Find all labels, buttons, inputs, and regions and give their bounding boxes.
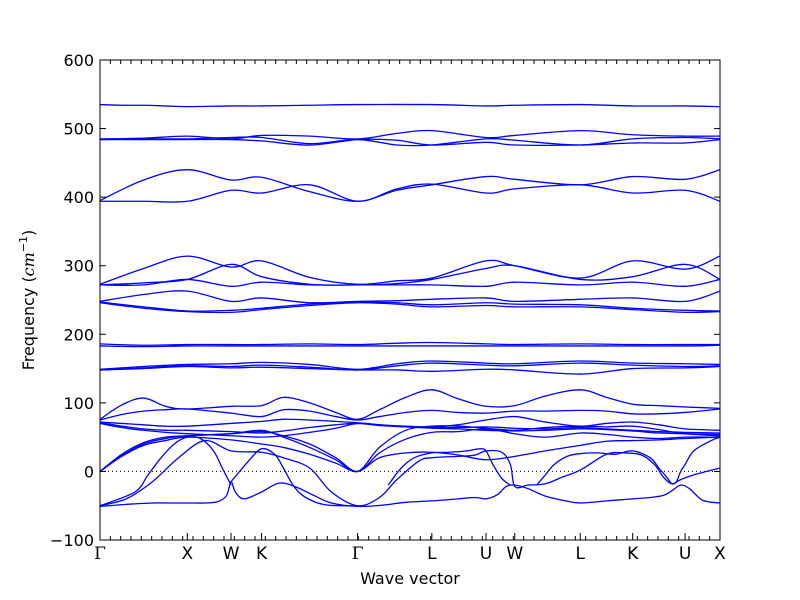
series-group	[100, 103, 720, 508]
x-tick-label: X	[181, 544, 193, 564]
x-tick-label: Γ	[94, 544, 106, 564]
x-tick-label: L	[427, 544, 437, 564]
y-tick-label: −100	[50, 531, 94, 550]
phonon-branch-14	[100, 344, 720, 348]
phonon-branch-4	[100, 138, 720, 146]
x-tick-label: W	[506, 544, 523, 564]
phonon-branch-3	[100, 136, 720, 147]
phonon-branch-26	[100, 481, 720, 508]
y-axis-label-suffix: )	[19, 230, 38, 236]
phonon-branch-7	[100, 255, 720, 285]
phonon-branch-10	[100, 290, 720, 304]
x-tick-label: X	[714, 544, 726, 564]
y-tick-label: 100	[63, 394, 94, 413]
y-tick-label: 300	[63, 257, 94, 276]
phonon-branch-29	[230, 447, 358, 507]
y-tick-label: 200	[63, 325, 94, 344]
phonon-branch-19	[100, 408, 720, 421]
x-axis-label: Wave vector	[360, 569, 460, 588]
x-tick-label: U	[480, 544, 492, 564]
phonon-branch-12	[100, 302, 720, 314]
phonon-branch-2	[100, 129, 720, 140]
phonon-branch-1	[100, 103, 720, 108]
y-tick-label: 400	[63, 188, 94, 207]
phonon-branch-15	[100, 360, 720, 370]
x-tick-label: U	[679, 544, 691, 564]
phonon-branch-28	[100, 435, 232, 507]
phonon-branch-27	[100, 439, 720, 507]
x-tick-label: K	[627, 544, 639, 564]
y-tick-label: 0	[84, 462, 94, 481]
y-tick-label: 500	[63, 120, 94, 139]
y-axis-label: Frequency (cm−1)	[17, 230, 38, 371]
y-ticks: −100 0 100 200 300 400 500 600	[50, 51, 720, 550]
x-tick-label: Γ	[352, 544, 364, 564]
y-tick-label: 600	[63, 51, 94, 70]
plot-frame	[99, 59, 721, 541]
x-tick-label: W	[223, 544, 240, 564]
phonon-branch-5	[100, 169, 720, 202]
phonon-branch-30	[387, 448, 511, 486]
phonon-branch-6	[100, 183, 720, 203]
x-tick-label: L	[576, 544, 586, 564]
phonon-branch-24	[100, 428, 720, 473]
phonon-branch-17	[100, 365, 720, 375]
y-axis-label-exponent: −1	[17, 236, 30, 252]
phonon-branch-9	[100, 278, 720, 288]
phonon-branch-8	[100, 263, 720, 286]
phonon-branch-31	[536, 436, 720, 486]
y-axis-label-unit: cm	[19, 252, 38, 276]
x-tick-label: K	[256, 544, 268, 564]
phonon-branch-16	[100, 362, 720, 371]
y-axis-label-prefix: Frequency (	[19, 276, 38, 370]
phonon-branch-11	[100, 301, 720, 312]
phonon-branch-13	[100, 341, 720, 346]
phonon-branch-22	[100, 422, 720, 438]
